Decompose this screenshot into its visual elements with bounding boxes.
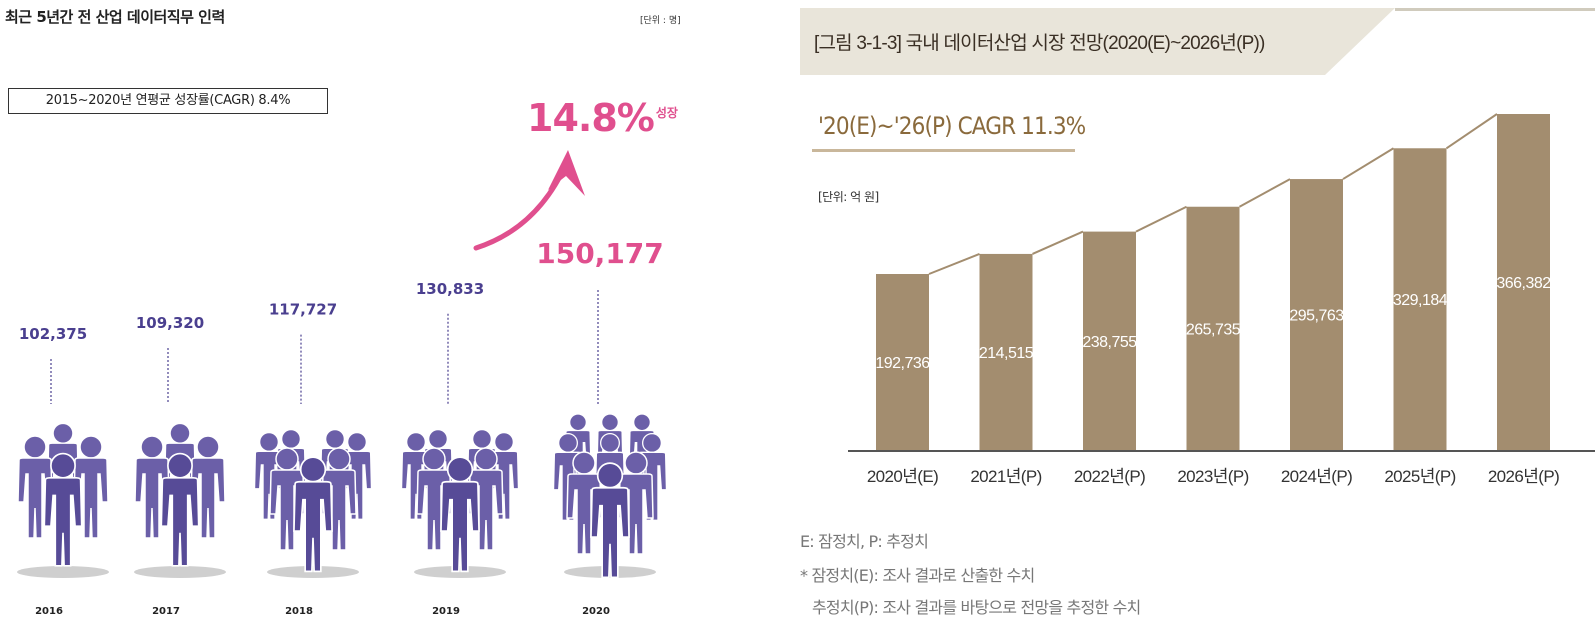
bar-value-label: 265,735 [1186,321,1241,338]
category-label: 2020년(E) [867,467,938,486]
category-label: 2026년(P) [1488,467,1559,486]
trend-connector [1342,147,1395,180]
bar [1393,148,1447,451]
people-chart: 102,375 2016 109,320 2017 117,727 2018 130,833… [17,150,668,617]
year-label: 2018 [285,606,313,617]
bar [876,274,929,450]
cagr-underline [812,149,1075,152]
bar-value-label: 366,382 [1496,275,1551,292]
trend-connector [928,253,980,275]
bar [1290,179,1343,450]
crowd-shadow [17,566,109,578]
year-label: 2016 [35,606,63,617]
category-label: 2025년(P) [1384,467,1455,486]
bar [1083,231,1136,450]
bar-value-label: 192,736 [875,355,930,372]
growth-arrowhead [548,150,585,196]
value-label: 102,375 [19,325,87,343]
trend-connector [1445,113,1498,150]
year-label: 2019 [432,606,460,617]
note-legend: E: 잠정치, P: 추정치 [800,532,929,551]
year-label: 2020 [582,606,610,617]
note-provisional: * 잠정치(E): 조사 결과로 산출한 수치 [800,566,1035,585]
title-banner-rule [1395,8,1595,11]
crowd-shadow [564,566,656,578]
growth-word: 성장 [655,106,678,120]
right-unit-label: [단위: 억 원] [818,190,879,204]
bar [979,253,1033,450]
right-cagr-label: '20(E)~'26(P) CAGR 11.3% [818,112,1086,140]
category-label: 2023년(P) [1177,467,1248,486]
category-label: 2021년(P) [970,467,1041,486]
value-label: 117,727 [269,301,337,319]
crowd-shadow [134,566,226,578]
left-panel: 최근 5년간 전 산업 데이터직무 인력 [단위 : 명] 2015~2020년… [0,0,700,640]
left-unit-label: [단위 : 명] [640,16,681,26]
value-label: 130,833 [416,280,484,298]
bar-value-label: 329,184 [1393,292,1448,309]
title-banner-shape [800,8,1395,75]
market-bar-chart: 192,736 2020년(E) 214,515 2021년(P) 238,755 202… [848,113,1595,486]
growth-percent: 14.8% [527,96,655,140]
year-label: 2017 [152,606,180,617]
crowd-shadow [267,566,359,578]
value-label: 150,177 [536,237,664,270]
left-cagr-box: 2015~2020년 연평균 성장률(CAGR) 8.4% [8,88,328,114]
bar [1497,114,1550,450]
growth-arrow [473,159,570,251]
bar [1186,206,1240,450]
category-label: 2024년(P) [1281,467,1352,486]
crowd-shadow [414,566,506,578]
right-chart-title: [그림 3-1-3] 국내 데이터산업 시장 전망(2020(E)~2026년(… [814,33,1265,54]
trend-connector [1032,230,1084,255]
trend-connector [1135,205,1187,233]
category-label: 2022년(P) [1074,467,1145,486]
growth-callout: 14.8% 성장 [527,96,678,140]
trend-connector [1239,178,1291,208]
left-chart-title: 최근 5년간 전 산업 데이터직무 인력 [5,8,225,26]
bar-value-label: 214,515 [979,345,1034,362]
note-estimate: 추정치(P): 조사 결과를 바탕으로 전망을 추정한 수치 [812,598,1141,617]
right-panel: [그림 3-1-3] 국내 데이터산업 시장 전망(2020(E)~2026년(… [800,0,1595,640]
value-label: 109,320 [136,314,204,332]
title-banner [800,8,1595,75]
bar-value-label: 295,763 [1289,308,1344,325]
bar-value-label: 238,755 [1082,334,1137,351]
